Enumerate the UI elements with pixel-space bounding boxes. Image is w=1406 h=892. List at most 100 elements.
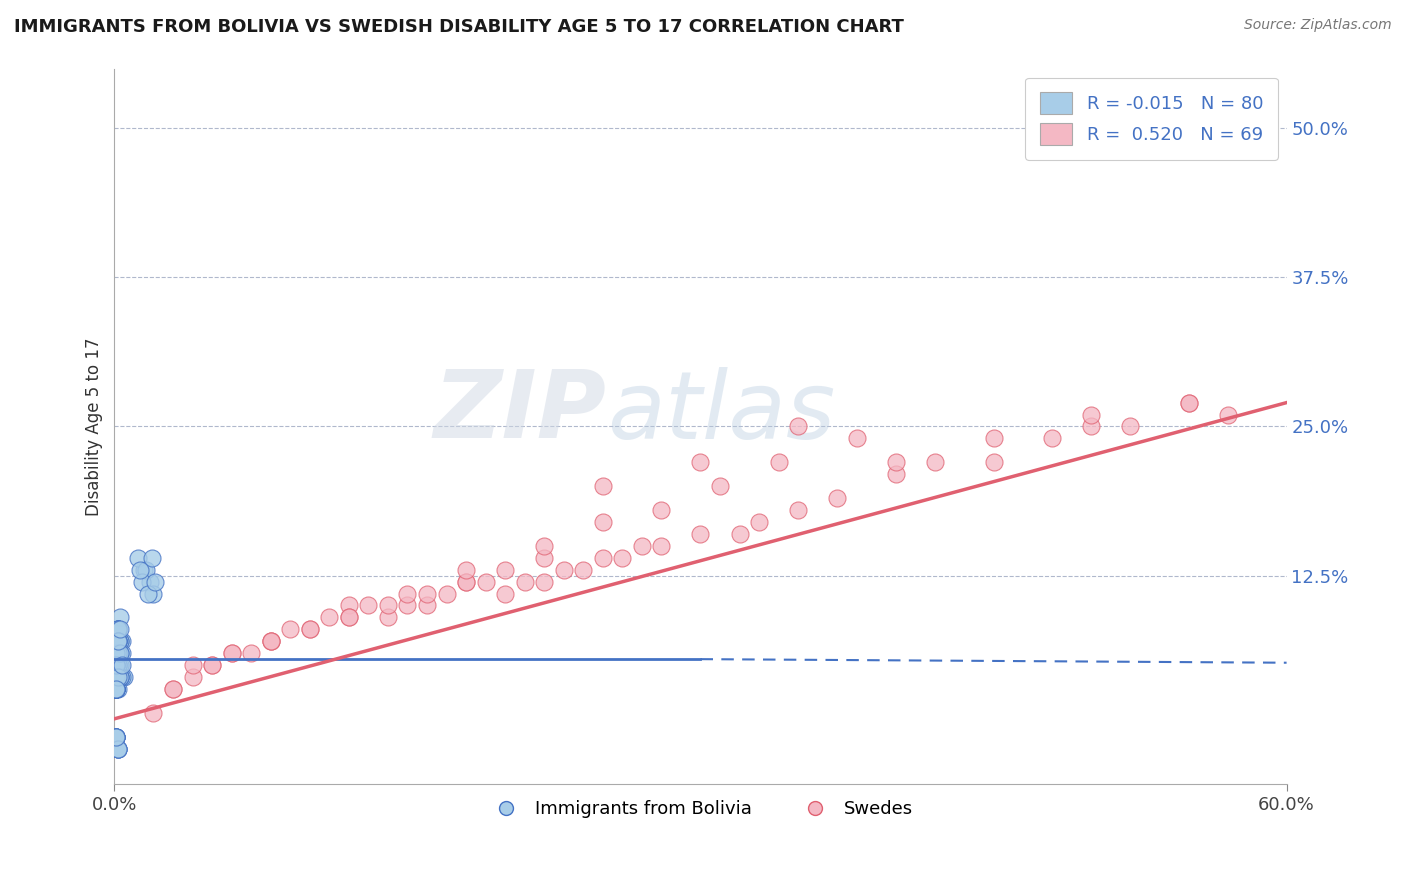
Point [136,586,159,600]
Point [1178,395,1201,409]
Point [553,563,575,577]
Text: atlas: atlas [607,367,835,458]
Point [110,634,132,648]
Point [728,526,751,541]
Point [105,646,128,660]
Point [110,610,132,624]
Point [105,681,128,696]
Point [983,431,1005,445]
Point [1040,431,1063,445]
Point [110,658,132,673]
Point [592,550,614,565]
Point [105,681,128,696]
Point [105,670,128,684]
Point [396,599,419,613]
Point [748,515,770,529]
Point [107,646,129,660]
Point [689,455,711,469]
Point [127,550,149,565]
Point [107,634,129,648]
Point [260,634,283,648]
Point [1080,419,1102,434]
Point [454,574,477,589]
Point [1119,419,1142,434]
Point [181,670,204,684]
Point [105,681,128,696]
Point [110,658,132,673]
Point [337,610,360,624]
Point [221,646,243,660]
Point [396,586,419,600]
Point [454,574,477,589]
Point [689,526,711,541]
Point [787,419,810,434]
Point [138,574,160,589]
Point [513,574,536,589]
Point [924,455,946,469]
Point [105,658,128,673]
Point [145,574,167,589]
Point [260,634,283,648]
Point [650,503,672,517]
Point [240,646,263,660]
Point [105,681,128,696]
Point [105,646,128,660]
Point [105,681,128,696]
Point [135,563,157,577]
Point [357,599,380,613]
Point [111,634,134,648]
Point [825,491,848,505]
Point [107,634,129,648]
Point [631,539,654,553]
Point [416,599,439,613]
Point [105,681,128,696]
Point [132,563,155,577]
Point [111,658,134,673]
Point [107,634,129,648]
Point [107,681,129,696]
Point [107,646,129,660]
Point [592,515,614,529]
Point [107,634,129,648]
Point [107,623,129,637]
Point [107,658,129,673]
Point [141,550,163,565]
Point [709,479,731,493]
Point [592,479,614,493]
Point [768,455,790,469]
Point [110,670,132,684]
Point [416,586,439,600]
Point [298,623,321,637]
Point [845,431,868,445]
Point [107,670,129,684]
Point [377,599,399,613]
Point [1178,395,1201,409]
Point [107,634,129,648]
Point [107,658,129,673]
Point [105,681,128,696]
Point [107,658,129,673]
Point [107,623,129,637]
Point [105,623,128,637]
Text: Source: ZipAtlas.com: Source: ZipAtlas.com [1244,18,1392,32]
Legend: Immigrants from Bolivia, Swedes: Immigrants from Bolivia, Swedes [481,793,921,825]
Point [105,658,128,673]
Point [105,646,128,660]
Point [107,670,129,684]
Point [107,741,129,756]
Point [131,574,153,589]
Point [162,681,184,696]
Point [142,586,165,600]
Point [105,730,128,744]
Point [107,623,129,637]
Point [260,634,283,648]
Point [105,658,128,673]
Point [105,646,128,660]
Point [110,670,132,684]
Point [107,634,129,648]
Point [107,670,129,684]
Point [1216,408,1239,422]
Point [337,599,360,613]
Point [533,550,555,565]
Point [110,646,132,660]
